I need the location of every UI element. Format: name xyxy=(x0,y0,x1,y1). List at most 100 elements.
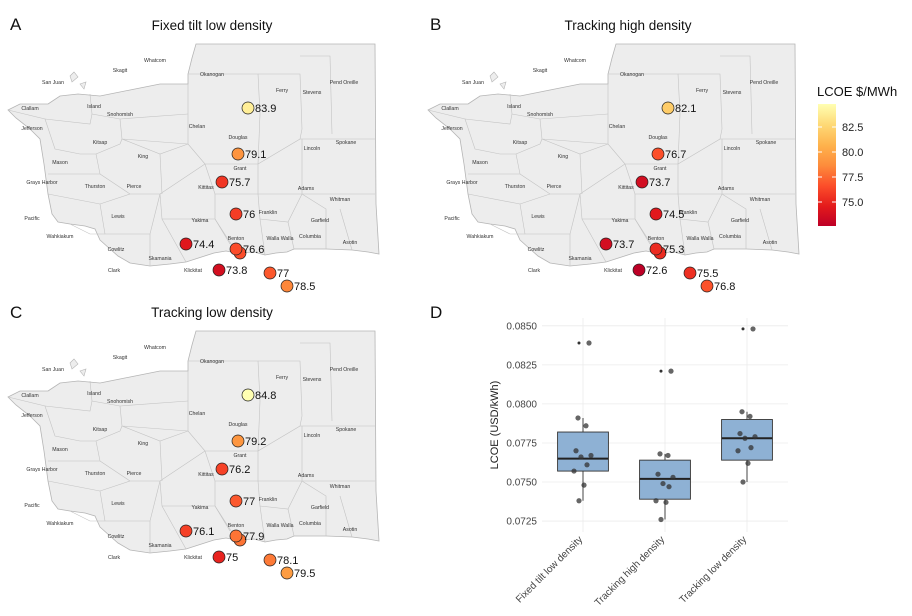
data-point xyxy=(578,454,584,460)
county-label: Cowlitz xyxy=(108,247,125,253)
county-label: Wahkiakum xyxy=(47,234,74,240)
county-label: Jefferson xyxy=(21,413,42,419)
data-point xyxy=(739,409,745,415)
county-border xyxy=(99,480,131,492)
county-label: Ferry xyxy=(276,375,289,381)
county-border xyxy=(519,193,581,235)
county-border xyxy=(339,495,353,538)
site-value-label: 73.7 xyxy=(613,239,634,251)
county-label: Whitman xyxy=(750,197,771,203)
county-border xyxy=(257,480,303,510)
site-value-label: 82.1 xyxy=(675,103,696,115)
data-point xyxy=(668,368,674,374)
county-border xyxy=(44,400,93,412)
site-value-label: 75 xyxy=(226,552,238,564)
county-border xyxy=(258,360,303,417)
county-border xyxy=(159,153,163,195)
data-point xyxy=(745,460,751,466)
data-point xyxy=(737,430,743,437)
county-label: Franklin xyxy=(259,210,278,216)
county-label: Mason xyxy=(52,160,68,166)
county-border xyxy=(581,218,607,263)
county-label: Pend Oreille xyxy=(330,80,359,86)
county-border xyxy=(44,113,93,125)
county-label: King xyxy=(138,441,148,447)
data-point xyxy=(663,499,669,505)
county-label: Thurston xyxy=(85,184,106,190)
county-label: Stevens xyxy=(303,377,322,383)
county-label: Wahkiakum xyxy=(47,521,74,527)
data-point xyxy=(571,468,577,474)
site-value-label: 74.4 xyxy=(193,239,214,251)
site-value-label: 76.8 xyxy=(714,281,735,293)
county-border xyxy=(515,138,543,155)
county-label: Garfield xyxy=(311,505,329,511)
site-value-label: 76.2 xyxy=(229,464,250,476)
data-point xyxy=(665,452,671,459)
y-tick-label: 0.0750 xyxy=(506,478,537,489)
county-border xyxy=(47,480,101,492)
data-point xyxy=(583,423,589,429)
site-point xyxy=(599,237,613,251)
site-value-label: 79.1 xyxy=(245,149,266,161)
county-border xyxy=(204,163,259,195)
county-label: Clark xyxy=(108,268,121,274)
county-label: Okanogan xyxy=(200,72,224,78)
county-label: Mason xyxy=(472,160,488,166)
islands xyxy=(69,358,87,377)
data-point xyxy=(750,326,756,332)
county-label: Walla Walla xyxy=(267,236,294,242)
county-label: Yakima xyxy=(192,505,209,511)
county-border xyxy=(259,505,266,543)
county-label: Douglas xyxy=(648,135,667,141)
county-label: Ferry xyxy=(276,88,289,94)
county-border xyxy=(159,480,216,507)
site-value-label: 78.1 xyxy=(277,555,298,567)
county-label: Grant xyxy=(234,453,248,459)
county-border xyxy=(339,208,353,251)
county-border xyxy=(519,193,551,205)
county-label: Garfield xyxy=(731,218,749,224)
county-label: Stevens xyxy=(723,90,742,96)
state-outline xyxy=(427,43,800,267)
data-point xyxy=(666,484,672,490)
county-border xyxy=(95,425,123,442)
county-label: Walla Walla xyxy=(687,236,714,242)
county-label: Grays Harbor xyxy=(26,180,57,186)
site-point xyxy=(700,279,714,293)
county-border xyxy=(720,55,753,135)
county-label: Wahkiakum xyxy=(467,234,494,240)
county-label: Kittitas xyxy=(618,185,634,191)
y-tick-label: 0.0775 xyxy=(506,438,537,449)
map-tracking-low-density: Whatcom San Juan Skagit Okanogan Ferry Steven… xyxy=(7,330,380,580)
county-label: Adams xyxy=(298,186,315,192)
site-value-label: 79.2 xyxy=(245,436,266,448)
site-point xyxy=(635,175,649,189)
y-tick-label: 0.0800 xyxy=(506,399,537,410)
site-value-label: 76.1 xyxy=(193,526,214,538)
county-border xyxy=(509,93,609,120)
county-border xyxy=(467,193,521,205)
site-point xyxy=(263,553,277,567)
site-point xyxy=(231,147,245,161)
site-point xyxy=(280,566,294,580)
panel-letter-a: A xyxy=(10,15,22,34)
county-label: Franklin xyxy=(679,210,698,216)
county-label: Yakima xyxy=(192,218,209,224)
site-point xyxy=(231,434,245,448)
panel-letter-c: C xyxy=(10,303,22,322)
site-value-label: 78.5 xyxy=(294,281,315,293)
site-point xyxy=(280,279,294,293)
data-point xyxy=(670,474,676,480)
county-label: Snohomish xyxy=(527,112,553,118)
panel-title-c: Tracking low density xyxy=(151,305,273,320)
legend-tick-label: 80.0 xyxy=(842,147,863,159)
county-border xyxy=(89,380,189,407)
county-label: Cowlitz xyxy=(528,247,545,253)
site-value-label: 84.8 xyxy=(255,390,276,402)
site-point xyxy=(215,175,229,189)
county-label: Asotin xyxy=(343,527,358,533)
county-label: Clallam xyxy=(21,393,38,399)
county-label: Spokane xyxy=(756,140,777,146)
county-label: Kittitas xyxy=(198,472,214,478)
